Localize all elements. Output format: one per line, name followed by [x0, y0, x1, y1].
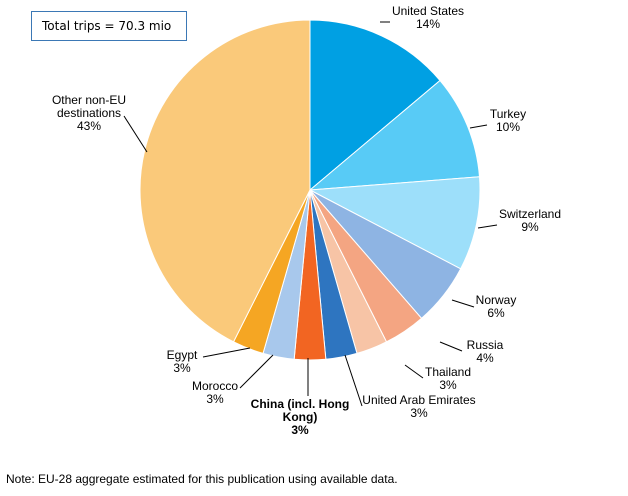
leader-line-united-arab-emirates — [344, 354, 363, 407]
leader-line-norway — [451, 299, 475, 308]
slice-label-united-states: United States 14% — [392, 4, 464, 31]
leader-line-thailand — [404, 364, 424, 379]
slice-label-other-non-eu-destinations: Other non-EU destinations 43% — [52, 93, 126, 133]
leader-line-egypt — [202, 347, 251, 358]
pie-slice-switzerland — [308, 176, 481, 270]
footnote: Note: EU-28 aggregate estimated for this… — [6, 472, 398, 486]
leader-line-other-non-eu-destinations — [123, 115, 148, 153]
slice-label-turkey: Turkey 10% — [490, 107, 526, 134]
pie-slice-united-states — [309, 19, 441, 192]
leader-line-russia — [439, 341, 463, 352]
slice-label-united-arab-emirates: United Arab Emirates 3% — [362, 393, 475, 420]
slice-label-thailand: Thailand 3% — [425, 365, 471, 392]
leader-line-turkey — [469, 124, 488, 129]
slice-label-egypt: Egypt 3% — [167, 348, 198, 375]
slice-label-norway: Norway 6% — [476, 293, 517, 320]
slice-label-morocco: Morocco 3% — [192, 379, 238, 406]
slice-label-switzerland: Switzerland 9% — [499, 207, 561, 234]
leader-line-morocco — [239, 354, 274, 389]
slice-label-russia: Russia 4% — [467, 338, 504, 365]
leader-line-switzerland — [477, 224, 498, 229]
pie-slice-other-non-eu-destinations — [139, 19, 311, 343]
total-trips-label: Total trips = 70.3 mio — [42, 19, 172, 33]
slice-label-china-incl-hong-kong: China (incl. Hong Kong) 3% — [251, 397, 350, 437]
pie-slice-turkey — [308, 79, 481, 191]
total-trips-box: Total trips = 70.3 mio — [31, 11, 187, 41]
